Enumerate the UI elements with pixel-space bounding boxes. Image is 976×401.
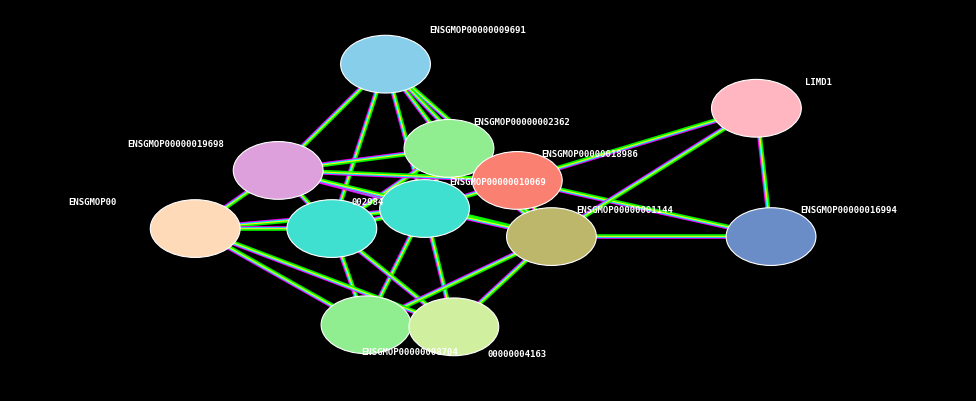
Text: ENSGMOP00000002362: ENSGMOP00000002362 [473, 118, 570, 127]
Text: LIMD1: LIMD1 [805, 78, 833, 87]
Ellipse shape [150, 200, 240, 257]
Text: ENSGMOP00000016994: ENSGMOP00000016994 [800, 206, 897, 215]
Ellipse shape [321, 296, 411, 354]
Text: 002984: 002984 [351, 198, 384, 207]
Ellipse shape [380, 180, 469, 237]
Ellipse shape [507, 208, 596, 265]
Text: ENSGMOP00000018986: ENSGMOP00000018986 [542, 150, 638, 159]
Text: 00000004163: 00000004163 [488, 350, 548, 359]
Text: ENSGMOP00000009691: ENSGMOP00000009691 [429, 26, 526, 34]
Text: ENSGMOP00: ENSGMOP00 [68, 198, 117, 207]
Ellipse shape [404, 119, 494, 177]
Ellipse shape [712, 79, 801, 137]
Ellipse shape [233, 142, 323, 199]
Ellipse shape [726, 208, 816, 265]
Text: ENSGMOP00000010069: ENSGMOP00000010069 [449, 178, 546, 187]
Ellipse shape [409, 298, 499, 356]
Text: ENSGMOP00000001144: ENSGMOP00000001144 [576, 206, 672, 215]
Text: ENSGMOP00000019698: ENSGMOP00000019698 [127, 140, 224, 149]
Ellipse shape [341, 35, 430, 93]
Ellipse shape [287, 200, 377, 257]
Text: ENSGMOP00000008704: ENSGMOP00000008704 [361, 348, 458, 357]
Ellipse shape [472, 152, 562, 209]
